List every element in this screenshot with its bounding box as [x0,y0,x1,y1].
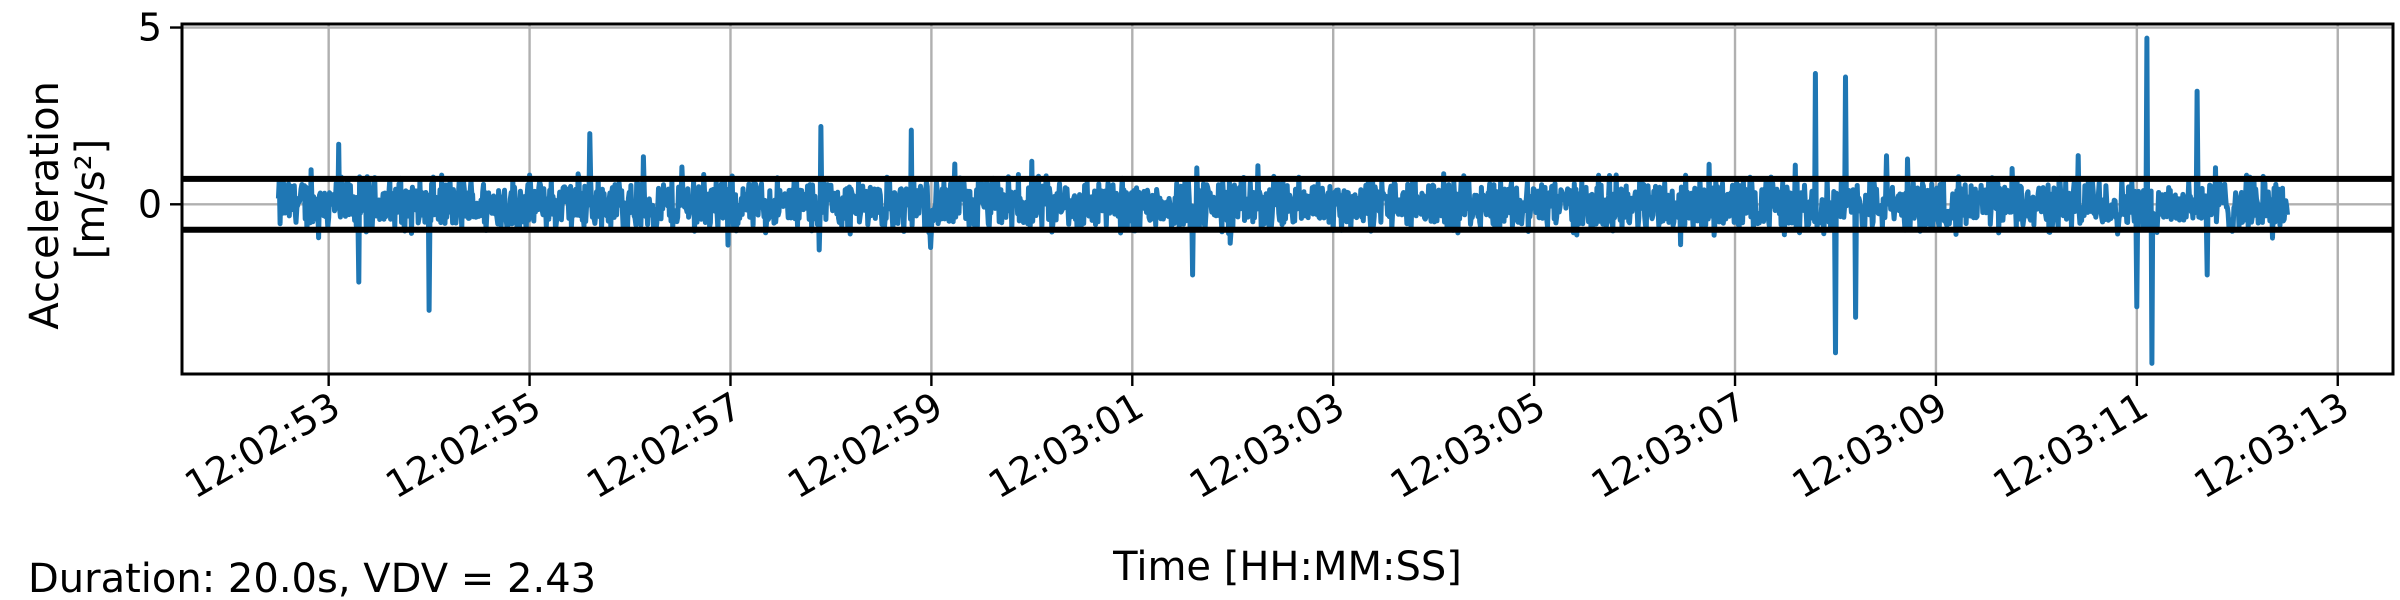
x-tick-label: 12:03:05 [1383,384,1553,507]
x-tick-label: 12:03:11 [1986,384,2156,507]
x-tick-label: 12:02:59 [780,384,950,507]
x-axis-title: Time [HH:MM:SS] [1112,544,1462,590]
x-tick-label: 12:03:03 [1182,384,1352,507]
y-tick-label: 0 [138,182,162,226]
x-tick-label: 12:02:57 [579,384,749,507]
y-tick-label: 5 [138,6,162,50]
x-tick-label: 12:03:13 [2186,384,2356,507]
y-axis-title: Acceleration [m/s²] [22,68,114,329]
x-tick-label: 12:03:09 [1785,384,1955,507]
x-tick-label: 12:02:53 [177,384,347,507]
x-tick-label: 12:03:07 [1584,384,1754,507]
duration-vdv-note: Duration: 20.0s, VDV = 2.43 [28,556,596,600]
plot-frame [180,22,2395,376]
threshold-lines [182,175,2393,233]
y-axis-title-line1: Acceleration [22,81,68,330]
series-layer [275,35,2290,366]
x-tick-label: 12:03:01 [981,384,1151,507]
x-tick-label: 12:02:55 [378,384,548,507]
y-axis-title-line2: [m/s²] [68,139,114,260]
acceleration-series-line [275,35,2290,366]
axis-ticks: 12:02:53 12:02:55 12:02:57 12:02:59 12:03:01… [138,6,2356,508]
